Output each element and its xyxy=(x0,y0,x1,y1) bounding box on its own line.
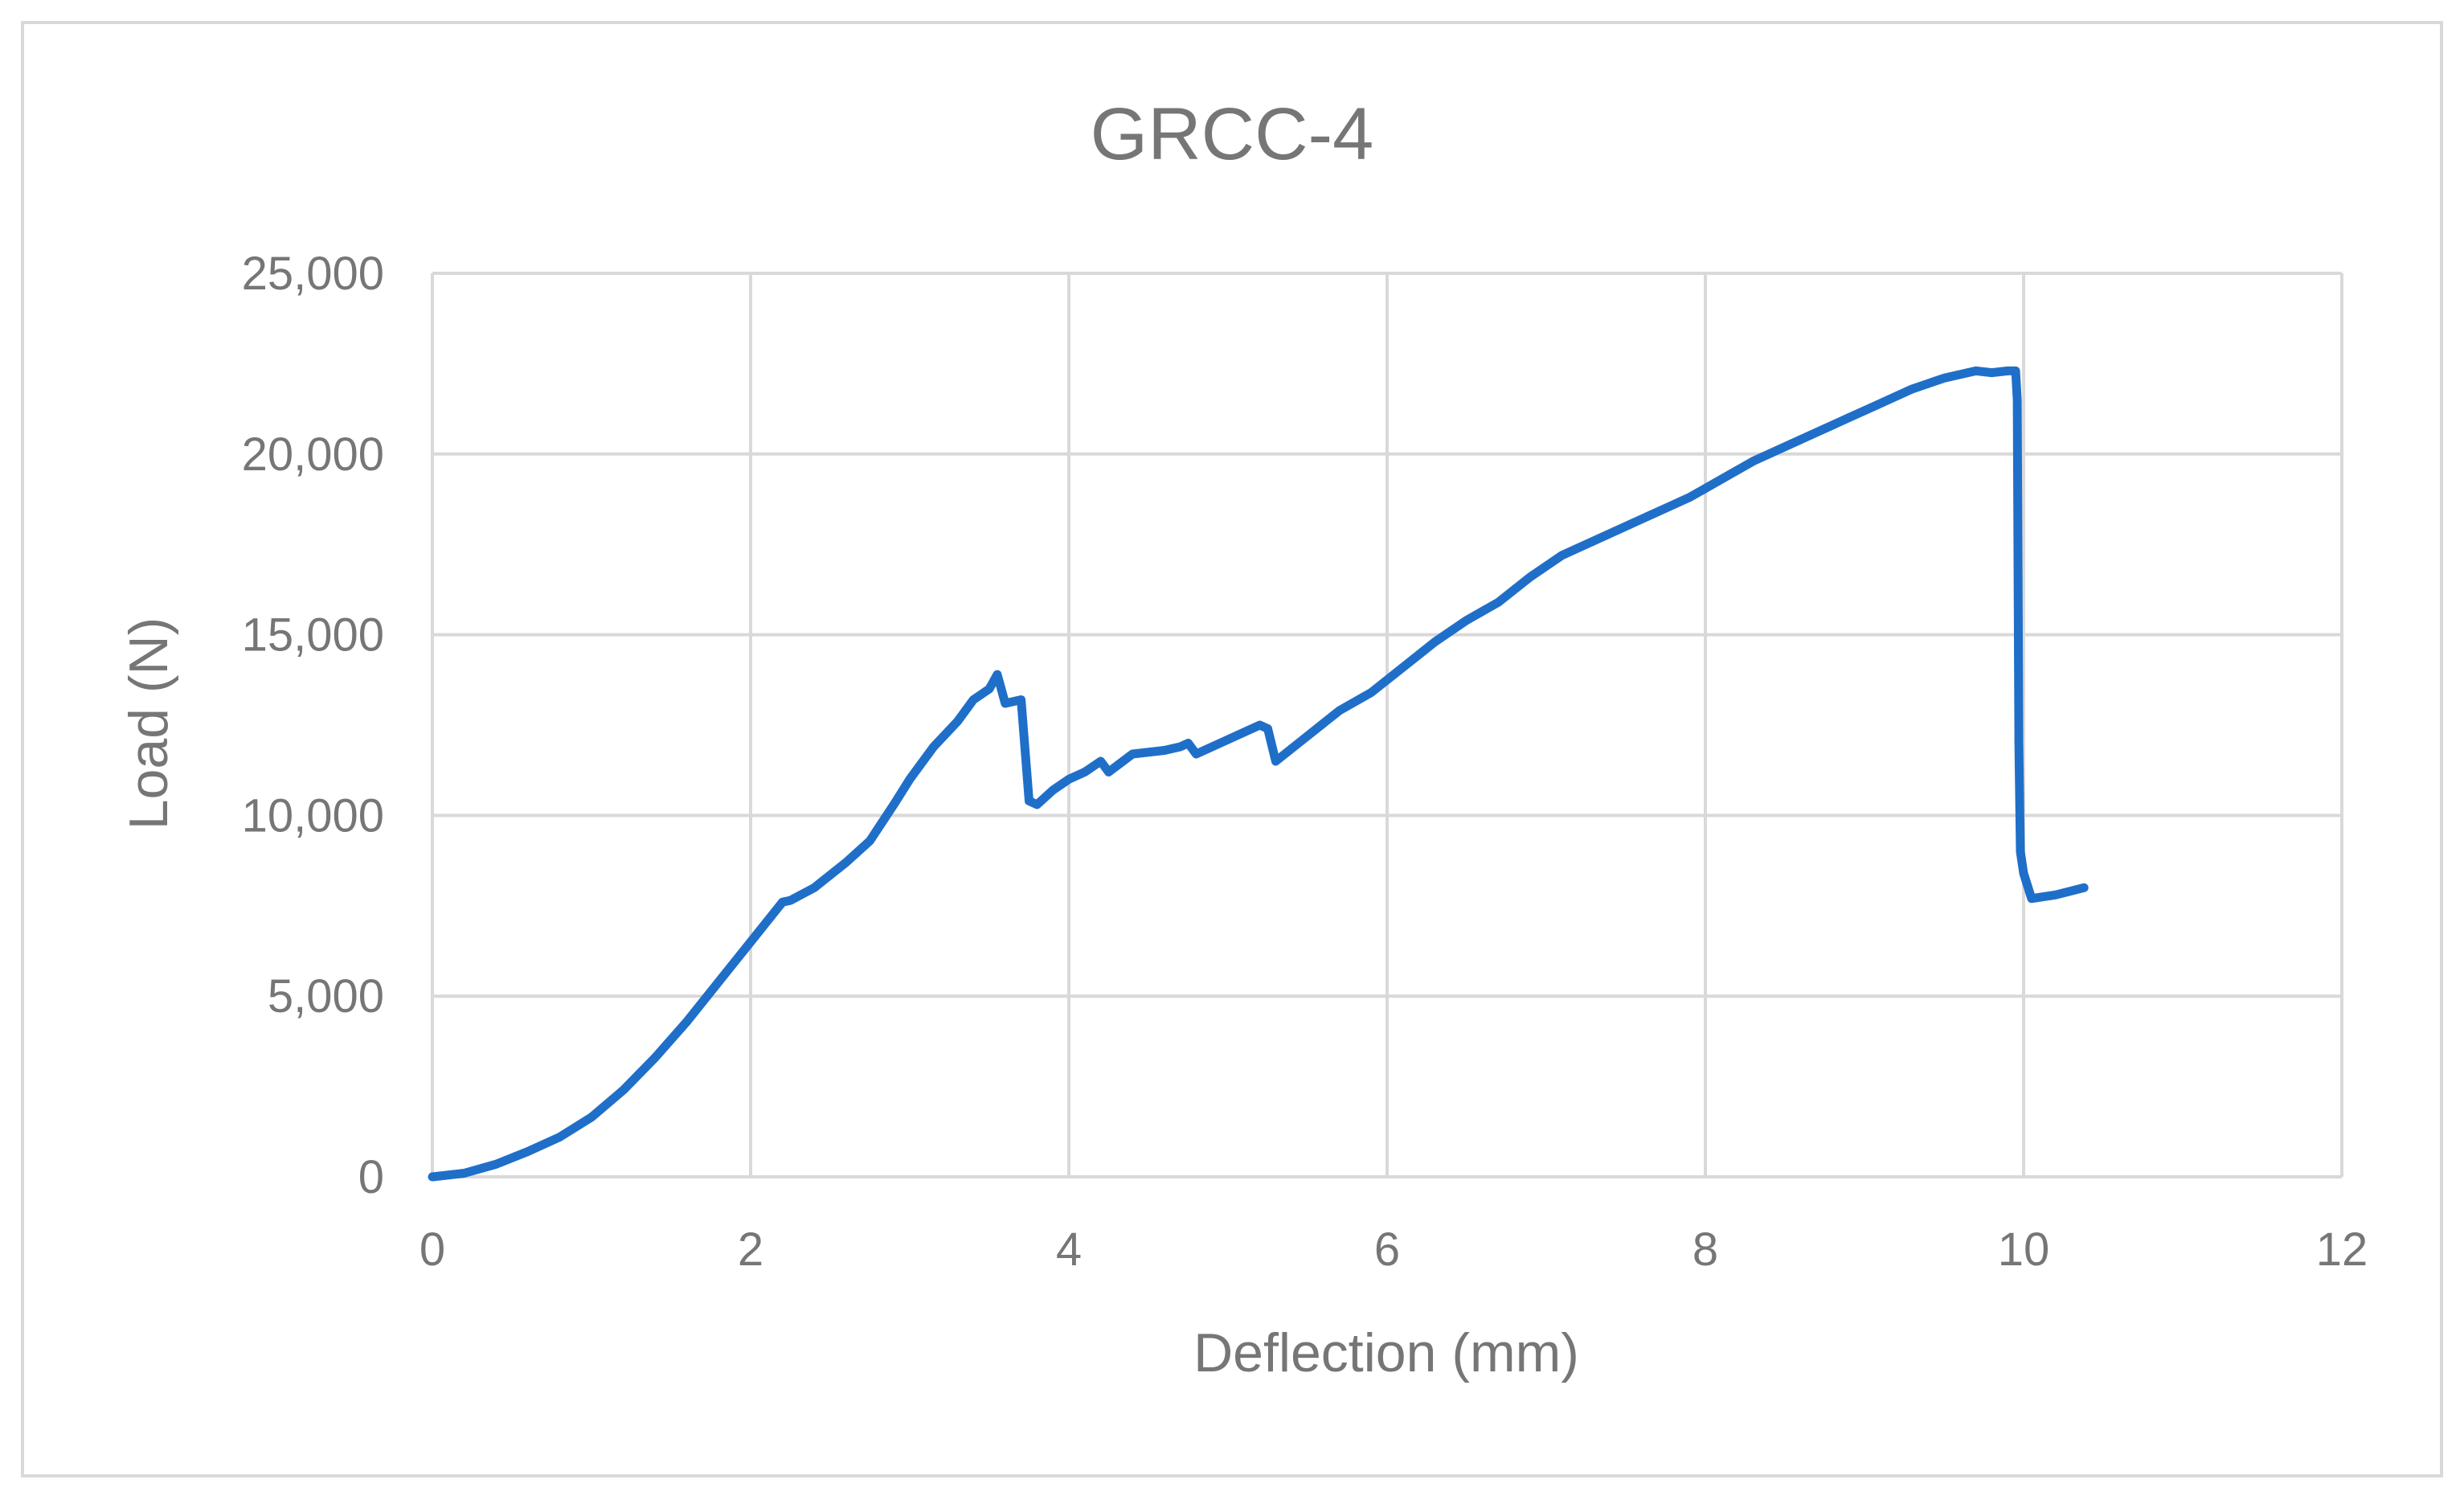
chart-frame xyxy=(21,21,2443,1477)
x-gridlines xyxy=(749,273,2343,1177)
x-tick-label: 0 xyxy=(420,1223,445,1276)
x-tick-label: 8 xyxy=(1692,1223,1718,1276)
y-tick-labels: 0 5,000 10,000 15,000 20,000 25,000 xyxy=(242,248,384,1203)
x-tick-label: 10 xyxy=(1998,1223,2050,1276)
y-tick-label: 5,000 xyxy=(268,970,384,1023)
y-tick-label: 20,000 xyxy=(242,428,384,481)
x-tick-label: 2 xyxy=(738,1223,763,1276)
y-axis-title: Load (N) xyxy=(118,617,179,830)
x-tick-label: 6 xyxy=(1374,1223,1400,1276)
y-tick-label: 25,000 xyxy=(242,248,384,300)
chart-title: GRCC-4 xyxy=(1091,93,1374,175)
series-line-0 xyxy=(428,366,2089,1182)
y-tick-label: 10,000 xyxy=(242,789,384,842)
axes xyxy=(431,273,2342,1178)
series-layer xyxy=(428,366,2089,1182)
y-tick-label: 15,000 xyxy=(242,609,384,662)
x-tick-label: 12 xyxy=(2316,1223,2368,1276)
y-tick-label: 0 xyxy=(358,1151,384,1203)
x-axis-title: Deflection (mm) xyxy=(1193,1322,1579,1383)
x-tick-label: 4 xyxy=(1056,1223,1082,1276)
x-tick-labels: 0 2 4 6 8 10 12 xyxy=(420,1223,2368,1276)
